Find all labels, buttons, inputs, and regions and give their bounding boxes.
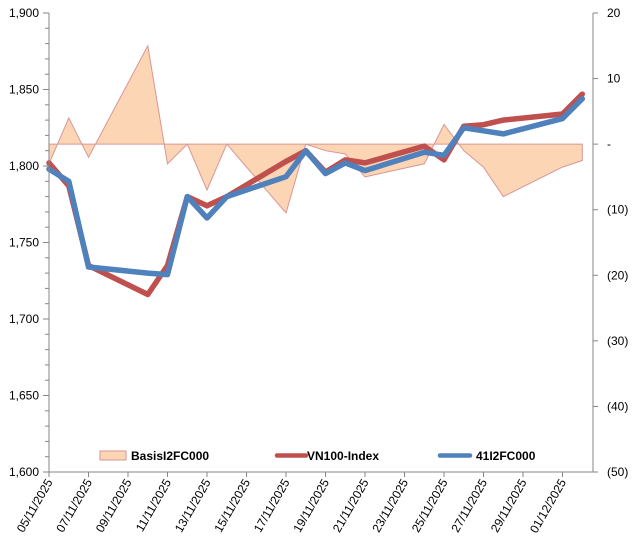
x-tick-label: 29/11/2025	[488, 476, 530, 535]
x-tick-label: 17/11/2025	[251, 476, 293, 535]
y-right-tick-label: (20)	[607, 268, 628, 282]
plot-area	[46, 44, 586, 298]
x-tick-label: 25/11/2025	[409, 476, 451, 535]
y-left-tick-label: 1,900	[9, 6, 39, 20]
y-axis-right: (50) (40) (30) (20) (10) - 10 20	[592, 6, 628, 479]
x-tick-label: 21/11/2025	[330, 476, 372, 535]
41i2fc000-line	[46, 95, 586, 278]
x-tick-label: 13/11/2025	[172, 476, 214, 535]
x-tick-label: 01/12/2025	[527, 476, 569, 535]
x-tick-label: 27/11/2025	[448, 476, 490, 535]
x-axis: 05/11/202507/11/202509/11/202511/11/2025…	[14, 471, 593, 536]
y-right-tick-label: (30)	[607, 334, 628, 348]
legend: BasisI2FC000 VN100-Index 41I2FC000	[99, 449, 536, 463]
legend-label-41i2: 41I2FC000	[476, 449, 536, 463]
x-tick-label: 09/11/2025	[93, 476, 135, 535]
y-left-tick-label: 1,850	[9, 83, 39, 97]
y-right-tick-label: (40)	[607, 399, 628, 413]
legend-label-vn100: VN100-Index	[307, 449, 379, 463]
y-right-tick-label: 10	[607, 72, 621, 86]
y-left-tick-label: 1,750	[9, 236, 39, 250]
y-left-tick-label: 1,650	[9, 389, 39, 403]
y-right-tick-label: (10)	[607, 203, 628, 217]
legend-label-basis: BasisI2FC000	[131, 449, 209, 463]
y-right-tick-label: (50)	[607, 465, 628, 479]
x-tick-label: 05/11/2025	[14, 476, 56, 535]
x-tick-label: 07/11/2025	[53, 476, 95, 535]
y-axis-left: 1,600 1,650 1,700 1,750 1,800 1,850 1,900	[9, 6, 50, 479]
legend-swatch-basis	[99, 450, 127, 461]
y-right-tick-label: -	[607, 137, 611, 151]
y-left-tick-label: 1,700	[9, 312, 39, 326]
y-left-tick-label: 1,600	[9, 465, 39, 479]
x-tick-label: 11/11/2025	[133, 476, 174, 534]
x-tick-label: 23/11/2025	[369, 476, 411, 535]
basis-area	[48, 44, 583, 215]
x-tick-label: 19/11/2025	[290, 476, 332, 535]
x-tick-label: 15/11/2025	[211, 476, 253, 535]
y-left-tick-label: 1,800	[9, 159, 39, 173]
y-right-tick-label: 20	[607, 6, 621, 20]
